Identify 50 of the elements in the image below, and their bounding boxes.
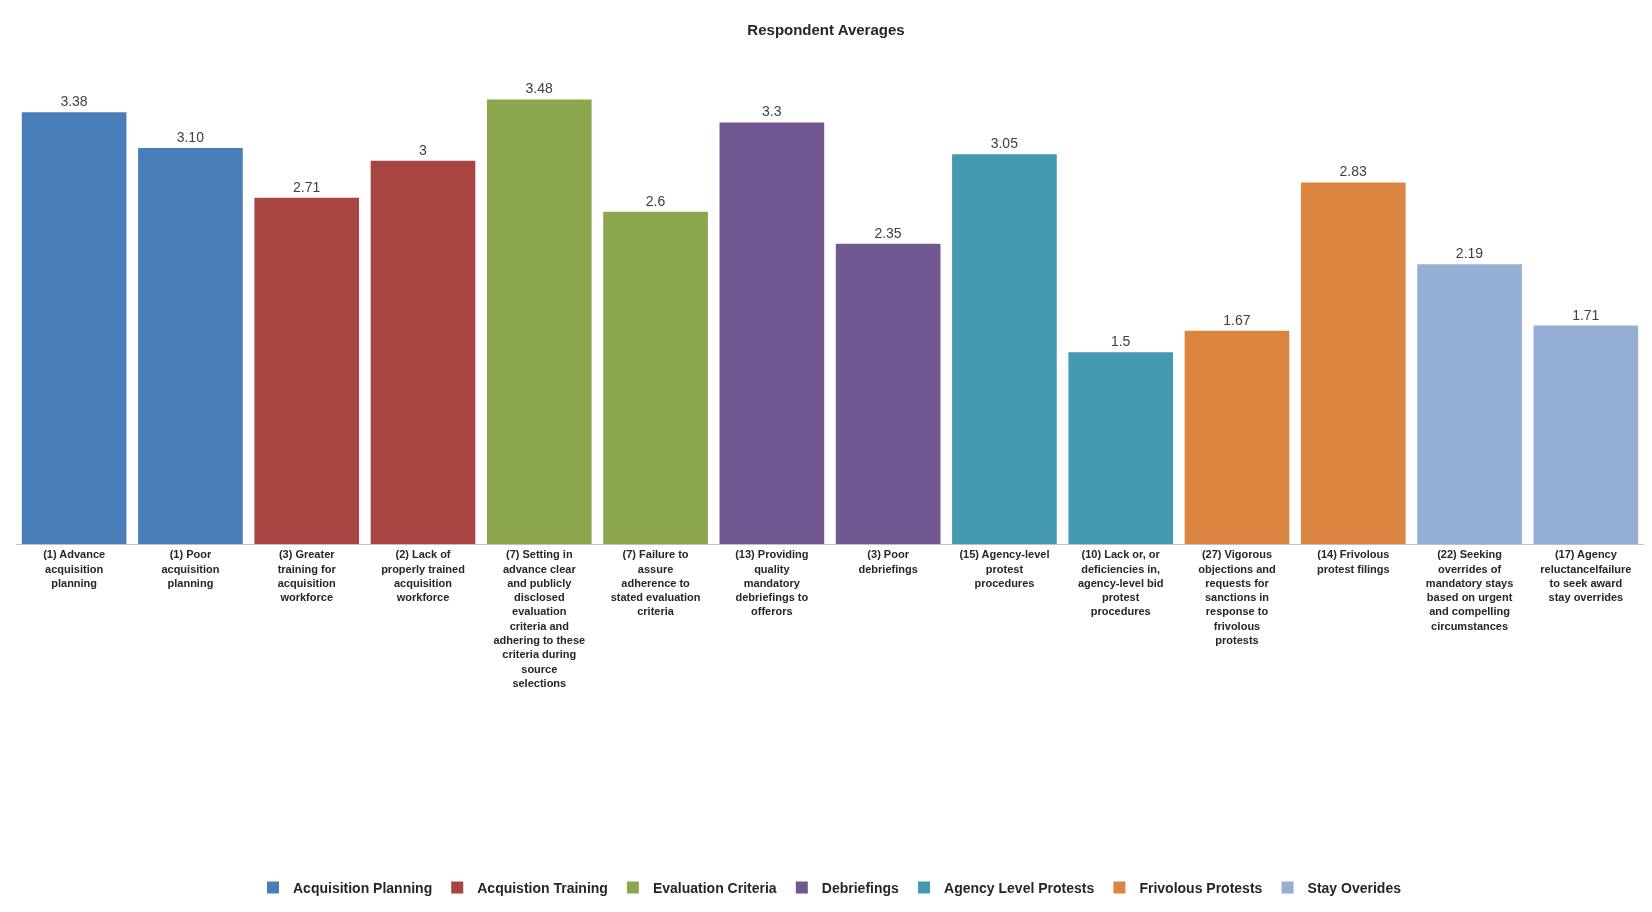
x-tick-label: (2) Lack of properly trained acquisition workforce — [381, 548, 465, 604]
x-tick-label: (10) Lack or, or deficiencies in, agency-level bid protest procedures — [1077, 548, 1164, 618]
bar — [1068, 352, 1174, 544]
bar — [835, 243, 941, 544]
bar — [486, 99, 592, 544]
bar — [952, 154, 1057, 544]
x-tick-label: (3) Greater training for acquisition workforce — [277, 548, 337, 604]
x-tick-label: (17) Agency reluctancelfailure to seek award stay overrides — [1540, 548, 1632, 604]
data-label: 3.10 — [176, 128, 205, 145]
legend-label: Acquistion Training — [477, 879, 608, 896]
bar — [1184, 330, 1290, 544]
data-label: 1.67 — [1223, 311, 1251, 328]
x-tick-label: (15) Agency-level protest procedures — [959, 548, 1050, 589]
x-tick-label: (27) Vigorous objections and requests for sanctions in response to frivolous protests — [1198, 548, 1276, 646]
legend-label: Frivolous Protests — [1139, 879, 1263, 896]
x-tick-label: (7) Failure to assure adherence to stated evaluation criteria — [610, 548, 701, 618]
data-label: 2.71 — [292, 178, 321, 195]
x-tick-label: (14) Frivolous protest filings — [1316, 548, 1390, 575]
data-label: 3 — [419, 141, 427, 158]
legend-label: Evaluation Criteria — [652, 879, 777, 896]
bar — [138, 147, 243, 544]
bar — [603, 211, 708, 544]
data-label: 3.3 — [762, 103, 782, 120]
bar — [21, 112, 127, 544]
legend-label: Stay Overides — [1307, 879, 1402, 896]
data-label: 3.38 — [60, 93, 88, 110]
x-tick-label: (3) Poor debriefings — [858, 548, 918, 575]
bar — [1417, 264, 1522, 544]
bar — [370, 160, 476, 544]
data-label: 2.83 — [1339, 163, 1368, 180]
x-tick-label: (1) Advance acquisition planning — [43, 548, 106, 589]
x-tick-label: (1) Poor acquisition planning — [161, 548, 220, 589]
bar — [254, 197, 360, 544]
chart-title: Respondent Averages — [747, 21, 905, 39]
data-label: 1.71 — [1572, 306, 1600, 323]
bar — [1300, 182, 1406, 544]
legend-label: Acquisition Planning — [293, 879, 433, 896]
legend-label: Agency Level Protests — [944, 879, 1095, 896]
category-label: (7) Setting in advance clear and publicly disclosed evaluation criteria and adhering to these criteria during source selections — [493, 548, 586, 689]
data-label: 1.5 — [1110, 333, 1131, 350]
data-label: 3.48 — [525, 80, 554, 97]
data-label: 2.6 — [645, 192, 666, 209]
x-tick-label: (13) Providing quality mandatory debriefings to offerors — [735, 548, 809, 618]
bar — [719, 122, 825, 544]
data-label: 2.35 — [874, 224, 902, 241]
data-label: 2.19 — [1455, 245, 1484, 262]
x-tick-label: (22) Seeking overrides of mandatory stays based on urgent and compelling circumstances — [1425, 548, 1514, 632]
bar — [1533, 325, 1639, 544]
data-label: 3.05 — [990, 135, 1019, 152]
legend-label: Debriefings — [821, 879, 900, 896]
